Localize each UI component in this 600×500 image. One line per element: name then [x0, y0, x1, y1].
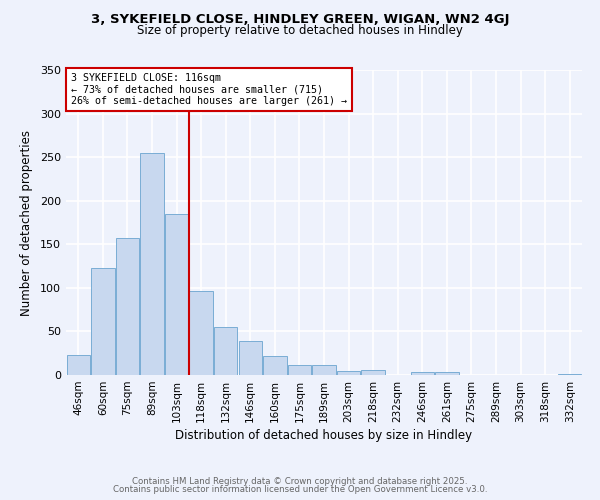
Bar	[190, 292, 213, 375]
Bar	[214, 327, 238, 375]
Bar	[558, 374, 581, 375]
Bar	[337, 370, 360, 375]
Bar	[313, 364, 335, 375]
Bar	[288, 366, 311, 375]
Text: Contains public sector information licensed under the Open Government Licence v3: Contains public sector information licen…	[113, 485, 487, 494]
Bar	[91, 268, 115, 375]
X-axis label: Distribution of detached houses by size in Hindley: Distribution of detached houses by size …	[175, 429, 473, 442]
Y-axis label: Number of detached properties: Number of detached properties	[20, 130, 33, 316]
Text: 3 SYKEFIELD CLOSE: 116sqm
← 73% of detached houses are smaller (715)
26% of semi: 3 SYKEFIELD CLOSE: 116sqm ← 73% of detac…	[71, 73, 347, 106]
Text: Size of property relative to detached houses in Hindley: Size of property relative to detached ho…	[137, 24, 463, 37]
Bar	[263, 356, 287, 375]
Bar	[361, 370, 385, 375]
Bar	[239, 341, 262, 375]
Bar	[116, 238, 139, 375]
Bar	[410, 372, 434, 375]
Text: Contains HM Land Registry data © Crown copyright and database right 2025.: Contains HM Land Registry data © Crown c…	[132, 477, 468, 486]
Bar	[435, 372, 458, 375]
Bar	[165, 214, 188, 375]
Text: 3, SYKEFIELD CLOSE, HINDLEY GREEN, WIGAN, WN2 4GJ: 3, SYKEFIELD CLOSE, HINDLEY GREEN, WIGAN…	[91, 12, 509, 26]
Bar	[67, 355, 90, 375]
Bar	[140, 153, 164, 375]
